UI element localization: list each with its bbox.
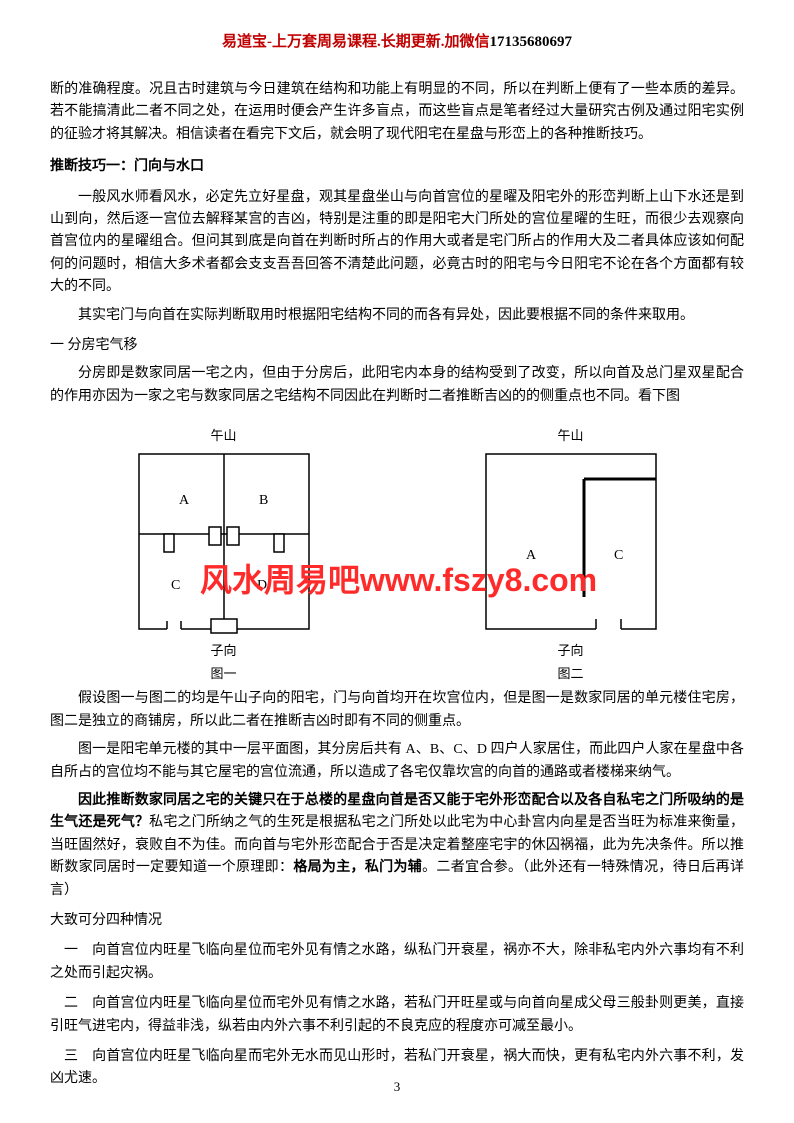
diagram-2: 午山 A C 子向 图二	[476, 426, 666, 684]
diagram-2-bottom-label: 子向	[476, 641, 666, 662]
paragraph-3: 其实宅门与向首在实际判断取用时根据阳宅结构不同的而各有异处，因此要根据不同的条件…	[50, 305, 744, 327]
diagrams-container: 午山 A B C D 子向 图一 午山	[50, 426, 744, 684]
diagram-1-svg: A B C D	[129, 449, 319, 639]
list-num-3: 三	[50, 1046, 92, 1068]
svg-text:C: C	[171, 578, 180, 593]
header-text-black: 17135680697	[490, 34, 573, 50]
paragraph-continuation: 断的准确程度。况且古时建筑与今日建筑在结构和功能上有明显的不同，所以在判断上便有…	[50, 79, 744, 146]
list-text-1: 向首宫位内旺星飞临向星位而宅外见有情之水路，纵私门开衰星，祸亦不大，除非私宅内外…	[50, 943, 744, 980]
sub-heading-2: 大致可分四种情况	[50, 910, 744, 932]
svg-text:A: A	[526, 548, 537, 563]
section-title-1: 推断技巧一：门向与水口	[50, 156, 744, 178]
diagram-1-top-label: 午山	[129, 426, 319, 447]
list-num-1: 一	[50, 940, 92, 962]
list-item-2: 二向首宫位内旺星飞临向星位而宅外见有情之水路，若私门开旺星或与向首向星成父母三般…	[50, 993, 744, 1038]
sub-heading-1: 一 分房宅气移	[50, 335, 744, 357]
list-text-2: 向首宫位内旺星飞临向星位而宅外见有情之水路，若私门开旺星或与向首向星成父母三般卦…	[50, 996, 744, 1033]
list-num-2: 二	[50, 993, 92, 1015]
diagram-2-svg: A C	[476, 449, 666, 639]
paragraph-2: 一般风水师看风水，必定先立好星盘，观其星盘坐山与向首宫位的星曜及阳宅外的形峦判断…	[50, 187, 744, 299]
paragraph-7: 因此推断数家同居之宅的关键只在于总楼的星盘向首是否又能于宅外形峦配合以及各自私宅…	[50, 790, 744, 902]
svg-text:D: D	[257, 578, 267, 593]
diagram-1-bottom-label: 子向	[129, 641, 319, 662]
paragraph-5: 假设图一与图二的均是午山子向的阳宅，门与向首均开在坎宫位内，但是图一是数家同居的…	[50, 688, 744, 733]
paragraph-6: 图一是阳宅单元楼的其中一层平面图，其分房后共有 A、B、C、D 四户人家居住，而…	[50, 739, 744, 784]
page-number: 3	[0, 1077, 794, 1098]
diagram-1-caption: 图一	[129, 664, 319, 685]
svg-text:B: B	[259, 493, 268, 508]
svg-text:C: C	[614, 548, 623, 563]
svg-text:A: A	[179, 493, 190, 508]
list-item-1: 一向首宫位内旺星飞临向星位而宅外见有情之水路，纵私门开衰星，祸亦不大，除非私宅内…	[50, 940, 744, 985]
diagram-2-top-label: 午山	[476, 426, 666, 447]
diagram-1: 午山 A B C D 子向 图一	[129, 426, 319, 684]
header-text-red: 易道宝-上万套周易课程.长期更新.加微信	[222, 34, 490, 50]
p7-bold-mid: 格局为主，私门为辅	[293, 860, 422, 875]
paragraph-4: 分房即是数家同居一宅之内，但由于分房后，此阳宅内本身的结构受到了改变，所以向首及…	[50, 363, 744, 408]
header-advert: 易道宝-上万套周易课程.长期更新.加微信17135680697	[50, 30, 744, 54]
diagram-2-caption: 图二	[476, 664, 666, 685]
